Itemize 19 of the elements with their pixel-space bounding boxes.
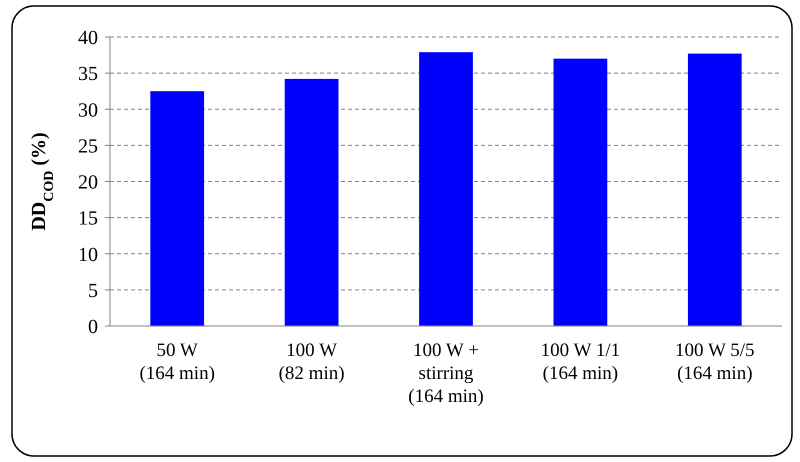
bar — [419, 52, 473, 326]
bar — [150, 91, 204, 326]
x-tick-label: 100 W 5/5 (164 min) — [675, 340, 755, 384]
y-tick-label: 10 — [78, 244, 98, 266]
y-tick-label: 5 — [88, 280, 98, 302]
y-tick-label: 40 — [78, 27, 98, 49]
y-tick-label: 30 — [78, 99, 98, 122]
y-tick-label: 25 — [78, 135, 98, 158]
y-tick-label: 35 — [78, 63, 98, 86]
x-tick-label: 100 W 1/1 (164 min) — [540, 340, 620, 384]
y-tick-label: 15 — [78, 208, 98, 230]
bar — [284, 78, 338, 326]
y-tick-label: 20 — [78, 172, 98, 194]
y-tick-label: 0 — [88, 316, 98, 338]
x-tick-label: 100 W (82 min) — [278, 340, 345, 384]
bar — [554, 58, 608, 326]
bar — [688, 54, 742, 326]
x-tick-label: 100 W + stirring (164 min) — [408, 340, 484, 407]
x-tick-label: 50 W (164 min) — [139, 340, 215, 384]
